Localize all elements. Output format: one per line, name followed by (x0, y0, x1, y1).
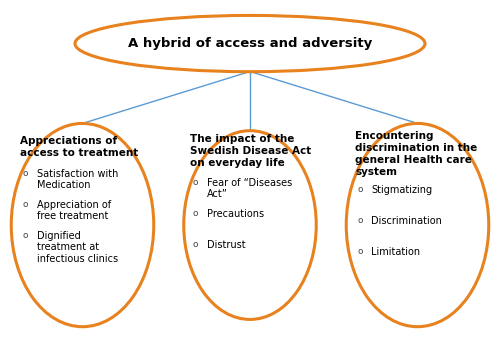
Text: o: o (22, 169, 28, 178)
Text: Satisfaction with
Medication: Satisfaction with Medication (36, 169, 118, 191)
Ellipse shape (184, 131, 316, 319)
Text: Encountering
discrimination in the
general Health care
system: Encountering discrimination in the gener… (355, 131, 477, 177)
Text: The impact of the
Swedish Disease Act
on everyday life: The impact of the Swedish Disease Act on… (190, 134, 311, 168)
Ellipse shape (11, 123, 154, 327)
Text: Dignified
treatment at
infectious clinics: Dignified treatment at infectious clinic… (36, 231, 117, 264)
Text: Appreciation of
free treatment: Appreciation of free treatment (36, 200, 111, 221)
Text: Stigmatizing: Stigmatizing (372, 185, 432, 195)
Text: Fear of “Diseases
Act”: Fear of “Diseases Act” (206, 178, 292, 200)
Ellipse shape (346, 123, 489, 327)
Text: o: o (192, 178, 198, 187)
Text: Distrust: Distrust (206, 240, 245, 250)
Text: o: o (358, 247, 363, 256)
Text: o: o (192, 209, 198, 218)
Text: Precautions: Precautions (206, 209, 264, 219)
Text: Appreciations of
access to treatment: Appreciations of access to treatment (20, 136, 138, 158)
Text: o: o (22, 231, 28, 240)
Text: Limitation: Limitation (372, 247, 420, 257)
Text: o: o (358, 185, 363, 194)
Text: A hybrid of access and adversity: A hybrid of access and adversity (128, 37, 372, 50)
Text: o: o (358, 216, 363, 225)
Text: o: o (22, 200, 28, 209)
Text: Discrimination: Discrimination (372, 216, 442, 226)
Text: o: o (192, 240, 198, 249)
